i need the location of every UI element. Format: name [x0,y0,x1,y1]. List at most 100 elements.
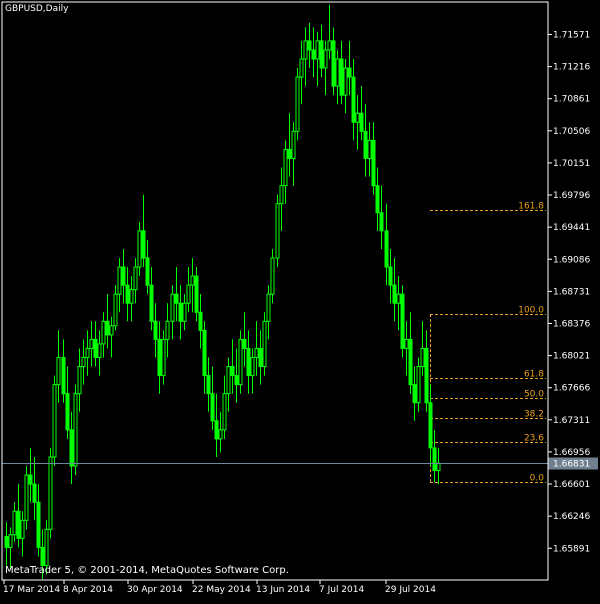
candle [210,366,215,430]
candle [56,330,61,403]
candle [65,366,70,439]
candle-body [194,275,199,313]
candle [81,339,86,385]
candle-body [363,130,368,159]
candle-body [133,266,138,291]
candle-body [359,112,364,132]
candle-body [254,347,259,358]
candle-body [234,375,239,386]
fibonacci-layer: 161.8 100.0 61.8 50.0 38.2 23.6 0.0 [430,202,546,484]
candle-body [77,366,82,395]
candle [404,321,409,376]
candle-body [161,338,166,377]
candle-body [206,375,211,395]
y-tick-label: 1.68021 [553,352,590,362]
candle-body [347,67,352,78]
candle [121,248,126,304]
candle-body [335,58,340,87]
candle-body [81,356,86,368]
candle [28,447,33,503]
current-price-label: 1.66831 [553,460,590,470]
candle [359,86,364,141]
candle-body [379,212,384,232]
candle-body [246,347,251,377]
candle-body [238,338,243,386]
candle-body [404,338,409,349]
candle-body [371,139,376,187]
y-tick-label: 1.67666 [553,384,590,394]
candle-body [343,67,348,96]
candle-body [428,402,433,449]
candle [230,339,235,394]
candle [347,40,352,96]
candle [351,58,356,141]
candle-body [125,284,130,304]
y-tick-label: 1.68731 [553,287,590,297]
candle-body [230,366,235,377]
candle-body [258,347,263,368]
candle [307,22,312,69]
candle [303,27,308,87]
candle [226,357,231,412]
fib-level-label: 61.8 [524,370,544,380]
candle-body [52,384,57,458]
candle [73,384,78,476]
candle-body [218,429,223,440]
candle-body [4,536,9,548]
candle [266,285,271,340]
candle-body [28,474,33,485]
y-tick-label: 1.68376 [553,319,590,329]
candle-body [85,347,90,358]
candle [396,276,401,331]
candle-body [141,230,146,259]
candle-body [396,293,401,304]
candle-body [174,293,179,304]
x-tick-label: 22 May 2014 [192,585,251,595]
x-tick-label: 7 Jul 2014 [319,585,364,595]
y-tick-label: 1.71571 [553,30,590,40]
candle-body [384,230,389,268]
candle [331,27,336,96]
y-tick-label: 1.67311 [553,416,590,426]
candle-body [36,501,41,548]
candle [238,330,243,394]
fib-level-label: 100.0 [518,306,544,316]
candle [133,257,138,304]
candle [61,339,66,403]
candle [141,194,146,268]
candle [36,484,41,557]
candle-body [262,320,267,368]
candle [283,140,288,204]
candle [400,285,405,358]
candle-body [270,257,275,295]
candle [194,267,199,322]
candle-body [242,338,247,349]
candle-body [157,338,162,377]
plot-frame [1,1,549,581]
y-tick-label: 1.71216 [553,63,590,73]
candle-body [149,284,154,322]
candle-body [210,393,215,422]
candle-body [214,420,219,440]
candle-body [97,343,102,358]
y-tick-label: 1.70506 [553,127,590,137]
candle [279,167,284,231]
candle [287,113,292,177]
candle [69,411,74,485]
x-tick-label: 30 Apr 2014 [127,585,183,595]
candle [355,95,360,150]
candle-body [367,139,372,159]
candle-body [283,148,288,187]
candle-body [351,76,356,123]
candle [343,58,348,114]
candle-body [432,447,437,472]
candle [432,429,437,483]
candle [262,312,267,376]
candle [113,285,118,331]
candle [12,502,17,543]
candle-body [412,384,417,404]
candle [174,267,179,322]
candle [149,267,154,331]
candle [8,527,13,570]
